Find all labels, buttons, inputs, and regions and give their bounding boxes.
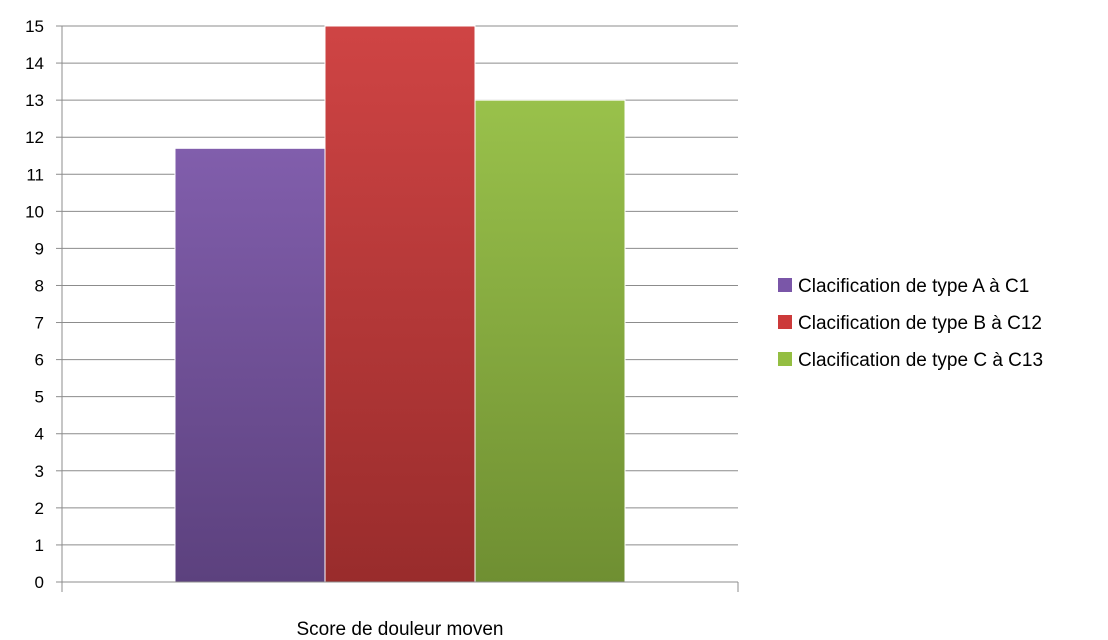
bar-series-3 [474, 99, 626, 583]
y-tick-label: 2 [35, 499, 44, 518]
axes [56, 25, 739, 592]
legend-item: Clacification de type A à C1 [778, 276, 1029, 297]
y-tick-label: 7 [35, 314, 44, 333]
legend-swatch [778, 352, 792, 366]
y-tick-label: 13 [25, 91, 44, 110]
y-tick-label: 10 [25, 202, 44, 221]
y-tick-label: 4 [35, 425, 44, 444]
y-tick-label: 15 [25, 17, 44, 36]
bar-series-2 [324, 25, 476, 583]
x-category-labels: Score de douleur moyen [296, 619, 503, 640]
y-tick-label: 6 [35, 351, 44, 370]
x-category-label: Score de douleur moyen [296, 619, 503, 635]
legend-item: Clacification de type B à C12 [778, 313, 1042, 334]
y-tick-label: 11 [26, 165, 44, 184]
legend: Clacification de type A à C1 Clacificatio… [778, 276, 1043, 371]
bars [174, 25, 626, 583]
y-tick-label: 12 [25, 128, 44, 147]
legend-item: Clacification de type C à C13 [778, 350, 1043, 371]
legend-label: Clacification de type C à C13 [798, 350, 1043, 371]
legend-swatch [778, 315, 792, 329]
y-tick-label: 0 [35, 573, 44, 592]
y-tick-label: 14 [25, 54, 44, 73]
bar-series-1 [174, 147, 326, 583]
y-tick-label: 1 [35, 536, 44, 555]
y-tick-label: 5 [35, 388, 44, 407]
y-tick-label: 8 [35, 276, 44, 295]
y-tick-label: 3 [35, 462, 44, 481]
y-tick-label: 9 [35, 239, 44, 258]
legend-label: Clacification de type A à C1 [798, 276, 1029, 297]
legend-label: Clacification de type B à C12 [798, 313, 1042, 334]
legend-swatch [778, 278, 792, 292]
